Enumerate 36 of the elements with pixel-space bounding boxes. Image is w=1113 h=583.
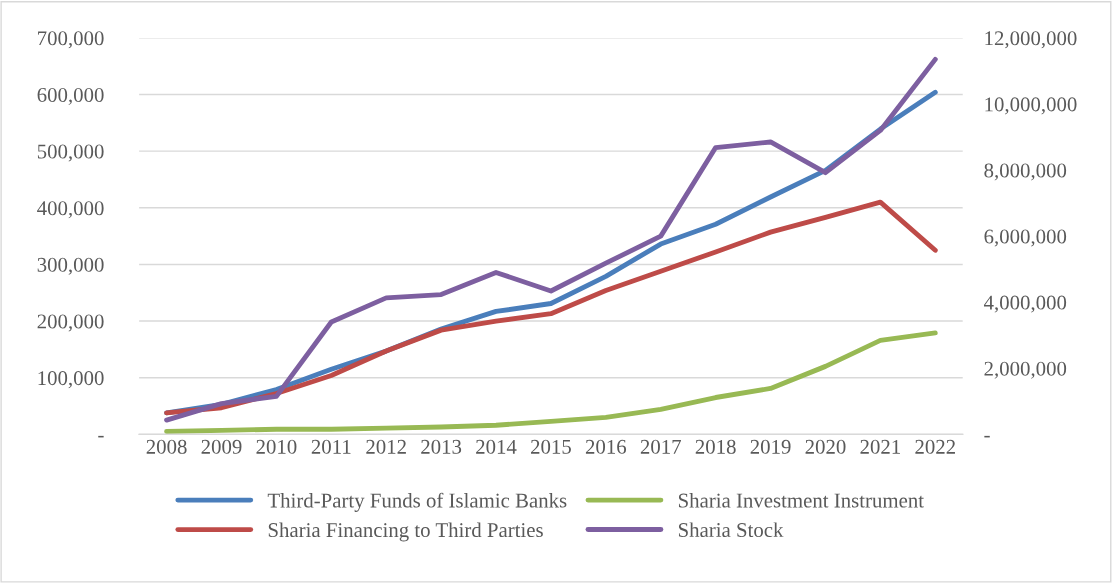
y-tick-label: 600,000 [37,87,104,105]
x-tick-label: 2016 [585,439,627,454]
x-tick-label: 2022 [915,439,955,454]
y2-tick-label: - [984,435,990,438]
legend-label: Sharia Investment Instrument [678,492,924,508]
y-tick-label: 300,000 [37,257,104,275]
x-tick-label: 2021 [860,439,900,454]
x-tick-label: 2019 [750,439,791,454]
legend-label: Sharia Stock [678,522,784,538]
y2-tick-label: 8,000,000 [984,163,1067,181]
x-tick-label: 2014 [476,439,517,454]
x-tick-label: 2010 [256,439,297,454]
x-tick-label: 2011 [311,439,351,454]
y-tick-label: 200,000 [37,314,104,332]
y2-tick-label: 12,000,000 [985,31,1077,49]
y2-tick-label: 10,000,000 [985,97,1077,115]
x-tick-label: 2009 [201,439,242,454]
x-tick-label: 2008 [146,439,187,454]
y2-tick-label: 4,000,000 [983,295,1067,313]
y-tick-label: - [98,435,104,438]
x-tick-label: 2017 [640,439,681,454]
y-tick-label: 400,000 [37,201,104,219]
x-tick-label: 2012 [366,439,406,454]
x-tick-label: 2015 [531,439,571,454]
y-tick-label: 700,000 [38,31,104,49]
legend-label: Third-Party Funds of Islamic Banks [267,492,567,512]
y-tick-label: 100,000 [38,371,104,389]
x-tick-label: 2020 [805,439,846,454]
legend-label: Sharia Financing to Third Parties [268,522,543,542]
y-tick-label: 500,000 [37,144,104,162]
y2-tick-label: 6,000,000 [984,229,1067,247]
line-series [164,330,938,434]
y2-tick-label: 2,000,000 [984,361,1067,379]
line-series [164,199,938,416]
x-tick-label: 2018 [695,439,736,454]
x-tick-label: 2013 [421,439,462,454]
